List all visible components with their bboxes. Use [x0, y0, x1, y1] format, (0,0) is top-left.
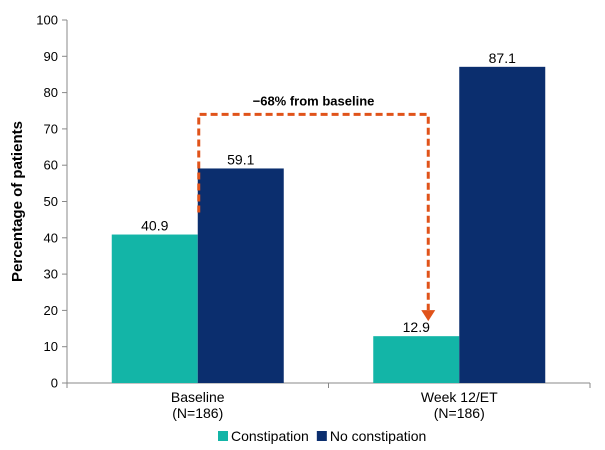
data-label: 87.1	[489, 50, 516, 66]
data-label: 40.9	[141, 218, 168, 234]
x-category-sublabel: (N=186)	[434, 405, 485, 421]
x-category-label: Baseline	[171, 389, 225, 405]
y-tick-label: 30	[44, 267, 58, 282]
bar-constipation	[373, 336, 460, 383]
y-tick-label: 70	[44, 121, 58, 136]
annotation-label: −68% from baseline	[253, 93, 375, 108]
y-axis: 0 10 20 30 40 50 60 70 80 90 100	[36, 13, 68, 391]
x-category-sublabel: (N=186)	[172, 405, 223, 421]
y-tick-label: 100	[36, 13, 58, 28]
bar-constipation	[111, 234, 198, 383]
y-axis-title: Percentage of patients	[9, 121, 26, 282]
y-tick-label: 90	[44, 49, 58, 64]
legend-swatch	[218, 431, 228, 441]
annotation-arrow-path	[197, 112, 430, 311]
y-tick-label: 80	[44, 85, 58, 100]
data-label: 59.1	[227, 151, 254, 167]
legend: Constipation No constipation	[218, 428, 426, 444]
legend-label: No constipation	[330, 428, 427, 444]
annotation: −68% from baseline	[197, 93, 436, 322]
bar-no-constipation	[197, 168, 284, 383]
bars	[111, 66, 546, 384]
bar-no-constipation	[459, 66, 546, 384]
data-label: 12.9	[403, 319, 430, 335]
y-tick-label: 40	[44, 230, 58, 245]
y-tick-label: 20	[44, 303, 58, 318]
legend-label: Constipation	[231, 428, 309, 444]
y-tick-label: 10	[44, 339, 58, 354]
y-tick-label: 60	[44, 158, 58, 173]
data-labels: 40.9 59.1 12.9 87.1	[141, 50, 516, 335]
annotation-arrowhead	[421, 310, 436, 322]
legend-swatch	[316, 431, 327, 441]
x-axis: Baseline(N=186)Week 12/ET(N=186)	[66, 382, 591, 421]
x-category-label: Week 12/ET	[421, 389, 498, 405]
y-tick-label: 0	[51, 376, 58, 391]
y-tick-label: 50	[44, 194, 58, 209]
